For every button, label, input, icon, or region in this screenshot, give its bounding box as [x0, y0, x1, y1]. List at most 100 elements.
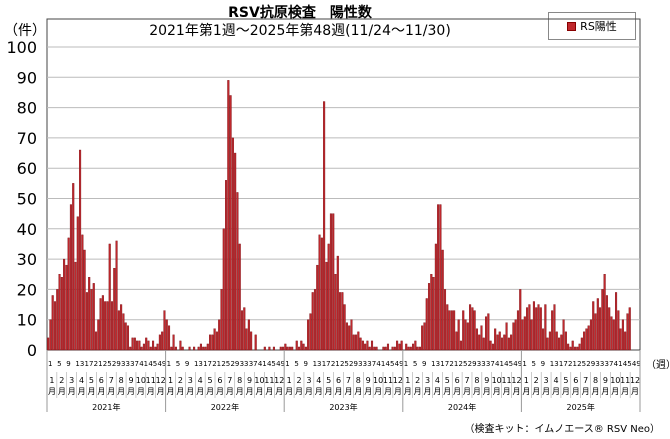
- month-tick-label: 10: [610, 376, 620, 385]
- bar: [421, 325, 424, 351]
- bar: [405, 343, 408, 351]
- bar: [496, 334, 499, 351]
- month-tick-label: 4: [79, 376, 84, 385]
- bar: [382, 346, 385, 351]
- bar: [272, 346, 275, 351]
- bar: [427, 283, 431, 351]
- bar: [110, 301, 114, 351]
- month-suffix: 月: [275, 387, 283, 396]
- bar: [156, 343, 159, 351]
- month-suffix: 月: [582, 387, 590, 396]
- bar: [457, 319, 460, 351]
- bar: [608, 307, 611, 351]
- bar: [355, 334, 358, 351]
- bar: [514, 319, 517, 351]
- bar: [204, 346, 207, 351]
- bar: [366, 340, 369, 351]
- month-tick-label: 3: [425, 376, 430, 385]
- bar: [352, 334, 355, 351]
- month-tick-label: 10: [136, 376, 146, 385]
- bar: [94, 331, 98, 351]
- bar: [318, 234, 321, 351]
- month-suffix: 月: [394, 387, 402, 396]
- month-tick-label: 11: [501, 376, 511, 385]
- month-suffix: 月: [68, 387, 76, 396]
- week-tick-label: 33: [358, 360, 367, 368]
- bar: [386, 343, 390, 351]
- bar: [165, 319, 168, 351]
- y-tick-label: 10: [17, 311, 37, 330]
- bar: [348, 325, 351, 351]
- bar: [409, 346, 412, 351]
- bar: [551, 310, 554, 351]
- bar: [521, 319, 524, 351]
- bar: [418, 346, 421, 351]
- legend-label: RS陽性: [580, 20, 617, 33]
- y-tick-label: 90: [17, 68, 37, 87]
- month-suffix: 月: [315, 387, 323, 396]
- bar: [487, 313, 490, 351]
- month-suffix: 月: [631, 387, 639, 396]
- month-suffix: 月: [542, 387, 550, 396]
- bar: [345, 322, 348, 351]
- bar: [585, 328, 588, 351]
- bar: [250, 331, 253, 351]
- bar: [297, 346, 301, 351]
- y-tick-label: 60: [17, 159, 37, 178]
- bar: [243, 307, 246, 351]
- bar: [74, 261, 77, 351]
- week-tick-label: 49: [276, 360, 285, 368]
- bar: [126, 325, 130, 351]
- month-suffix: 月: [157, 387, 165, 396]
- bar: [215, 331, 218, 351]
- month-suffix: 月: [592, 387, 600, 396]
- month-tick-label: 4: [316, 376, 321, 385]
- bar: [535, 307, 538, 351]
- bar: [576, 346, 579, 351]
- month-tick-label: 6: [336, 376, 341, 385]
- month-suffix: 月: [512, 387, 520, 396]
- bar: [291, 346, 294, 351]
- week-tick-label: 21: [568, 360, 577, 368]
- bar: [53, 301, 57, 351]
- bar: [459, 340, 463, 351]
- bar: [478, 334, 481, 351]
- bar: [523, 316, 526, 351]
- bar: [279, 346, 282, 351]
- bar: [286, 346, 289, 351]
- week-tick-label: 37: [605, 360, 614, 368]
- month-tick-label: 5: [445, 376, 450, 385]
- month-tick-label: 9: [484, 376, 489, 385]
- y-tick-label: 100: [6, 38, 37, 57]
- bar: [357, 331, 360, 351]
- week-tick-label: 13: [75, 360, 84, 368]
- month-suffix: 月: [572, 387, 580, 396]
- y-tick-label: 50: [17, 190, 37, 209]
- month-suffix: 月: [137, 387, 145, 396]
- bar: [92, 283, 95, 351]
- bar: [309, 313, 312, 351]
- bar: [295, 340, 298, 351]
- bar: [129, 346, 132, 351]
- bar: [140, 346, 143, 351]
- month-suffix: 月: [246, 387, 254, 396]
- week-tick-label: 17: [84, 360, 93, 368]
- bar: [138, 340, 141, 351]
- month-suffix: 月: [305, 387, 313, 396]
- week-tick-label: 25: [577, 360, 586, 368]
- week-tick-label: 49: [395, 360, 404, 368]
- month-suffix: 月: [522, 387, 530, 396]
- year-label: 2021年: [92, 402, 120, 412]
- bar: [65, 264, 68, 351]
- month-suffix: 月: [601, 387, 609, 396]
- bar: [316, 264, 319, 351]
- year-label: 2024年: [448, 402, 476, 412]
- month-suffix: 月: [443, 387, 451, 396]
- bar: [302, 343, 305, 351]
- month-tick-label: 9: [128, 376, 133, 385]
- bar: [163, 310, 166, 351]
- bar: [174, 346, 177, 351]
- month-suffix: 月: [48, 387, 56, 396]
- bar: [432, 277, 435, 351]
